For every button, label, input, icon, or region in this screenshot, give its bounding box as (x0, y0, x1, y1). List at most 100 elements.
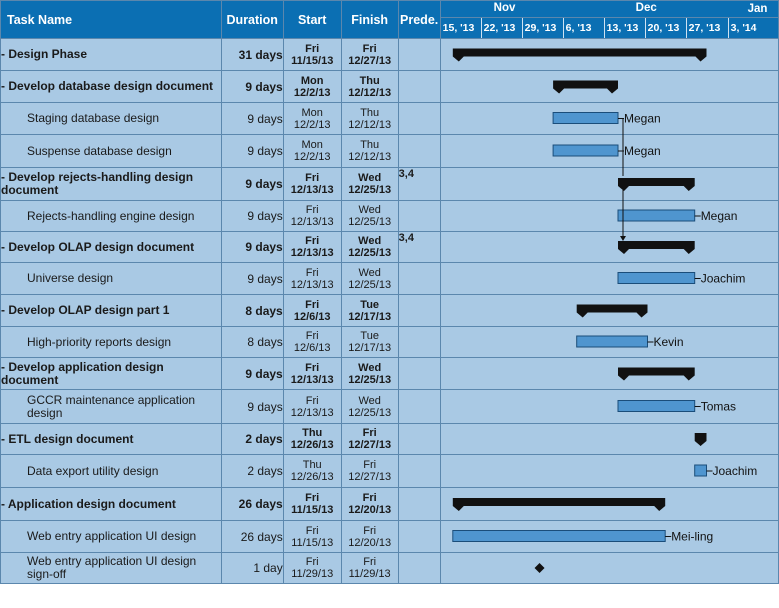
start-date-cell[interactable]: Fri 12/13/13 (282, 200, 342, 232)
task-row[interactable]: - Application design document 26 days Fri 1… (0, 487, 779, 521)
task-name-header[interactable]: Task Name (0, 0, 222, 39)
finish-date-cell[interactable]: Tue 12/17/13 (340, 326, 399, 358)
duration-cell[interactable]: 2 days (220, 423, 284, 455)
predecessors-cell[interactable] (397, 487, 441, 521)
task-name-cell[interactable]: - Develop OLAP design document (0, 231, 222, 263)
task-name-cell[interactable]: High-priority reports design (0, 326, 222, 358)
duration-cell[interactable]: 8 days (220, 326, 284, 358)
predecessors-cell[interactable] (397, 552, 441, 584)
predecessors-cell[interactable] (397, 357, 441, 390)
task-name-cell[interactable]: GCCR maintenance application design (0, 389, 222, 424)
task-name-cell[interactable]: - ETL design document (0, 423, 222, 455)
start-date-cell[interactable]: Fri 12/6/13 (282, 294, 342, 327)
start-date-cell[interactable]: Mon 12/2/13 (282, 134, 342, 168)
task-name-cell[interactable]: Staging database design (0, 102, 222, 135)
task-row[interactable]: - Develop OLAP design document 9 days Fri 1… (0, 231, 779, 263)
task-name-cell[interactable]: Suspense database design (0, 134, 222, 168)
duration-cell[interactable]: 9 days (220, 389, 284, 424)
start-date-cell[interactable]: Fri 12/13/13 (282, 357, 342, 390)
start-date-cell[interactable]: Thu 12/26/13 (282, 454, 342, 488)
duration-cell[interactable]: 9 days (220, 167, 284, 201)
predecessors-cell[interactable] (397, 520, 441, 553)
task-name-cell[interactable]: Data export utility design (0, 454, 222, 488)
task-name-cell[interactable]: - Design Phase (0, 38, 222, 71)
finish-header[interactable]: Finish (340, 0, 399, 39)
predecessors-cell[interactable] (397, 294, 441, 327)
finish-date-cell[interactable]: Fri 12/27/13 (340, 454, 399, 488)
predecessors-cell[interactable] (397, 454, 441, 488)
duration-cell[interactable]: 8 days (220, 294, 284, 327)
start-date-cell[interactable]: Mon 12/2/13 (282, 102, 342, 135)
predecessors-cell[interactable] (397, 200, 441, 232)
duration-cell[interactable]: 9 days (220, 262, 284, 295)
duration-cell[interactable]: 26 days (220, 487, 284, 521)
duration-cell[interactable]: 9 days (220, 200, 284, 232)
task-name-cell[interactable]: Universe design (0, 262, 222, 295)
task-row[interactable]: GCCR maintenance application design 9 day… (0, 389, 779, 424)
task-row[interactable]: - Develop rejects-handling design docume… (0, 167, 779, 201)
duration-cell[interactable]: 26 days (220, 520, 284, 553)
finish-date-cell[interactable]: Wed 12/25/13 (340, 231, 399, 263)
duration-cell[interactable]: 2 days (220, 454, 284, 488)
task-row[interactable]: Rejects-handling engine design 9 days Fri 1… (0, 200, 779, 232)
task-name-cell[interactable]: - Application design document (0, 487, 222, 521)
task-name-cell[interactable]: - Develop OLAP design part 1 (0, 294, 222, 327)
predecessors-cell[interactable] (397, 102, 441, 135)
finish-date-cell[interactable]: Wed 12/25/13 (340, 200, 399, 232)
start-date-cell[interactable]: Fri 12/13/13 (282, 231, 342, 263)
task-name-cell[interactable]: - Develop database design document (0, 70, 222, 103)
predecessors-cell[interactable]: 3,4 (397, 231, 441, 263)
finish-date-cell[interactable]: Wed 12/25/13 (340, 167, 399, 201)
finish-date-cell[interactable]: Fri 11/29/13 (340, 552, 399, 584)
task-row[interactable]: High-priority reports design 8 days Fri 12/… (0, 326, 779, 358)
finish-date-cell[interactable]: Tue 12/17/13 (340, 294, 399, 327)
predecessors-cell[interactable] (397, 326, 441, 358)
task-row[interactable]: - Design Phase 31 days Fri 11/15/13 Fri 12/27… (0, 38, 779, 71)
start-date-cell[interactable]: Fri 11/15/13 (282, 487, 342, 521)
finish-date-cell[interactable]: Fri 12/27/13 (340, 38, 399, 71)
predecessors-cell[interactable] (397, 134, 441, 168)
duration-cell[interactable]: 9 days (220, 357, 284, 390)
start-date-cell[interactable]: Fri 12/13/13 (282, 167, 342, 201)
predecessors-cell[interactable] (397, 38, 441, 71)
task-row[interactable]: - Develop database design document 9 days… (0, 70, 779, 103)
task-row[interactable]: Web entry application UI design sign-off… (0, 552, 779, 584)
start-date-cell[interactable]: Fri 11/29/13 (282, 552, 342, 584)
task-name-cell[interactable]: Rejects-handling engine design (0, 200, 222, 232)
task-row[interactable]: Web entry application UI design 26 days Fr… (0, 520, 779, 553)
finish-date-cell[interactable]: Wed 12/25/13 (340, 389, 399, 424)
finish-date-cell[interactable]: Thu 12/12/13 (340, 102, 399, 135)
finish-date-cell[interactable]: Fri 12/27/13 (340, 423, 399, 455)
finish-date-cell[interactable]: Fri 12/20/13 (340, 520, 399, 553)
duration-cell[interactable]: 9 days (220, 70, 284, 103)
task-name-cell[interactable]: - Develop rejects-handling design docume… (0, 167, 222, 201)
duration-cell[interactable]: 9 days (220, 102, 284, 135)
finish-date-cell[interactable]: Thu 12/12/13 (340, 70, 399, 103)
task-name-cell[interactable]: - Develop application design document (0, 357, 222, 390)
predecessors-cell[interactable] (397, 423, 441, 455)
task-row[interactable]: - ETL design document 2 days Thu 12/26/13 Fr… (0, 423, 779, 455)
task-name-cell[interactable]: Web entry application UI design sign-off (0, 552, 222, 584)
start-date-cell[interactable]: Thu 12/26/13 (282, 423, 342, 455)
start-date-cell[interactable]: Fri 11/15/13 (282, 38, 342, 71)
predecessors-cell[interactable] (397, 389, 441, 424)
duration-header[interactable]: Duration (220, 0, 284, 39)
start-header[interactable]: Start (282, 0, 342, 39)
predecessors-cell[interactable] (397, 70, 441, 103)
start-date-cell[interactable]: Fri 12/13/13 (282, 389, 342, 424)
predecessors-cell[interactable]: 3,4 (397, 167, 441, 201)
finish-date-cell[interactable]: Fri 12/20/13 (340, 487, 399, 521)
task-row[interactable]: Staging database design 9 days Mon 12/2/13 T… (0, 102, 779, 135)
start-date-cell[interactable]: Fri 12/6/13 (282, 326, 342, 358)
start-date-cell[interactable]: Mon 12/2/13 (282, 70, 342, 103)
finish-date-cell[interactable]: Wed 12/25/13 (340, 357, 399, 390)
predecessors-cell[interactable] (397, 262, 441, 295)
duration-cell[interactable]: 1 day (220, 552, 284, 584)
duration-cell[interactable]: 9 days (220, 134, 284, 168)
finish-date-cell[interactable]: Thu 12/12/13 (340, 134, 399, 168)
duration-cell[interactable]: 9 days (220, 231, 284, 263)
predecessors-header[interactable]: Prede. (397, 0, 441, 39)
task-row[interactable]: Suspense database design 9 days Mon 12/2/13… (0, 134, 779, 168)
finish-date-cell[interactable]: Wed 12/25/13 (340, 262, 399, 295)
